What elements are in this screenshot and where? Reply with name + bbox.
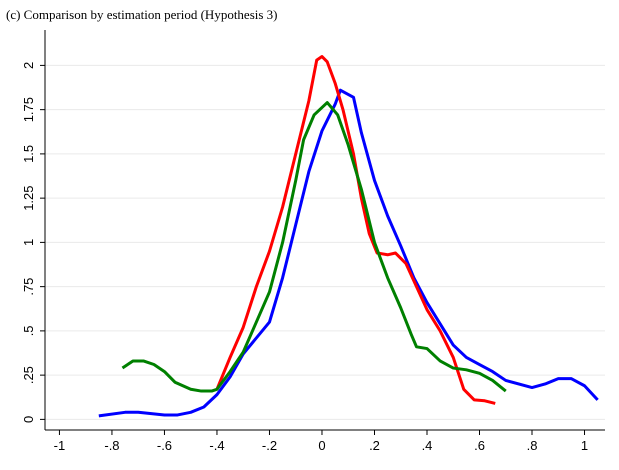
y-tick-label: .25: [21, 366, 36, 384]
x-tick-label: .4: [422, 438, 433, 453]
x-tick-label: .2: [369, 438, 380, 453]
x-tick-label: -.6: [157, 438, 172, 453]
x-tick-label: 0: [318, 438, 325, 453]
x-tick-label: -1: [54, 438, 66, 453]
x-tick-label: -.4: [209, 438, 224, 453]
x-tick-label: .6: [474, 438, 485, 453]
y-tick-label: .75: [21, 278, 36, 296]
x-tick-label: -.2: [262, 438, 277, 453]
x-tick-label: -.8: [104, 438, 119, 453]
y-tick-label: 1.75: [21, 97, 36, 122]
x-tick-label: .8: [527, 438, 538, 453]
y-tick-label: 0: [21, 416, 36, 423]
y-tick-label: 2: [21, 62, 36, 69]
y-tick-label: .5: [21, 325, 36, 336]
y-tick-label: 1.25: [21, 185, 36, 210]
chart-title: (c) Comparison by estimation period (Hyp…: [6, 7, 278, 22]
y-tick-label: 1.5: [21, 145, 36, 163]
line: [98, 88, 599, 418]
x-tick-label: 1: [581, 438, 588, 453]
line: [121, 101, 507, 393]
y-tick-label: 1: [21, 239, 36, 246]
